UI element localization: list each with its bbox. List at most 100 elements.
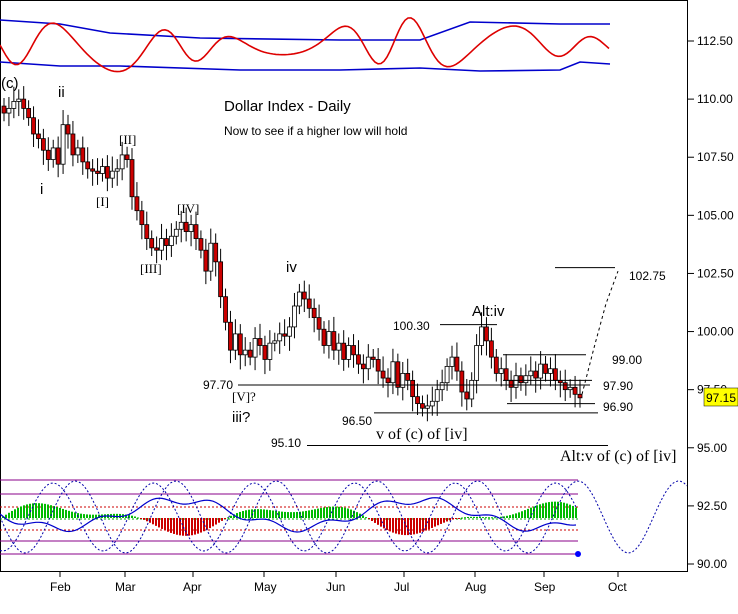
histogram-bar (389, 518, 391, 532)
x-tick-label: Oct (608, 580, 627, 594)
bottom-cycle-panel (0, 479, 688, 557)
histogram-bar (374, 518, 376, 523)
histogram-bar (470, 516, 472, 518)
histogram-bar (431, 518, 433, 528)
candle-body (346, 345, 352, 360)
candle-body (31, 117, 36, 135)
histogram-bar (518, 512, 520, 518)
histogram-bar (170, 518, 172, 533)
histogram-bar (254, 509, 256, 518)
candle-body (503, 368, 509, 381)
histogram-bar (167, 518, 169, 532)
candle-body (454, 356, 460, 372)
x-tick-label: Aug (465, 580, 486, 594)
histogram-bar (464, 517, 466, 519)
candle-body (60, 124, 66, 165)
x-tick-label: Jul (394, 580, 409, 594)
histogram-bar (152, 518, 154, 525)
candle-body (223, 296, 228, 323)
histogram-bar (365, 517, 367, 519)
histogram-bar (539, 504, 541, 518)
histogram-bar (461, 517, 463, 519)
candle-body (365, 356, 371, 370)
candle-body (55, 147, 61, 165)
candle-body (331, 331, 337, 351)
wave-label-alt-iv: Alt:iv (472, 303, 505, 320)
histogram-bar (95, 514, 97, 518)
candle-body (144, 224, 150, 239)
histogram-bar (329, 506, 331, 518)
histogram-bar (179, 518, 181, 536)
candle-body (469, 379, 475, 400)
histogram-bar (278, 511, 280, 518)
histogram-bar (149, 518, 151, 523)
candle-body (341, 342, 347, 360)
histogram-bar (116, 513, 118, 518)
level-label-95-10: 95.10 (271, 436, 301, 450)
histogram-bar (26, 504, 28, 518)
histogram-bar (398, 518, 400, 535)
price-candles (1, 86, 583, 422)
histogram-bar (491, 517, 493, 519)
histogram-bar (548, 502, 550, 518)
histogram-bar (290, 512, 292, 518)
histogram-bar (164, 518, 166, 531)
candle-body (449, 356, 455, 367)
histogram-bar (356, 512, 358, 518)
candle-body (75, 147, 81, 156)
histogram-bar (59, 507, 61, 518)
candle-body (528, 370, 534, 377)
upper-band (0, 19, 610, 41)
candle-body (543, 363, 548, 374)
histogram-bar (542, 503, 544, 518)
histogram-bar (209, 518, 211, 529)
candle-body (149, 238, 155, 249)
histogram-bar (89, 514, 91, 518)
histogram-bar (227, 517, 229, 519)
histogram-bar (401, 518, 403, 535)
histogram-bar (521, 511, 523, 518)
histogram-bar (146, 518, 148, 522)
histogram-bar (350, 509, 352, 518)
histogram-bar (86, 514, 88, 518)
histogram-bar (137, 517, 139, 519)
histogram-bar (143, 518, 145, 520)
cycle-wave-secondary (0, 482, 577, 552)
candle-body (415, 396, 420, 405)
histogram-bar (317, 508, 319, 518)
histogram-bar (230, 515, 232, 518)
candle-body (11, 101, 17, 109)
histogram-bar (242, 511, 244, 518)
histogram-bar (23, 505, 25, 518)
histogram-bar (437, 518, 439, 526)
candle-body (252, 338, 258, 358)
histogram-bar (272, 510, 274, 518)
histogram-bar (281, 511, 283, 518)
histogram-bar (212, 518, 214, 527)
candle-body (85, 161, 91, 170)
candle-body (193, 224, 199, 239)
candle-body (247, 349, 253, 358)
candle-body (80, 147, 86, 163)
candle-body (533, 370, 539, 379)
candle-body (267, 342, 273, 360)
histogram-bar (35, 503, 37, 518)
histogram-bar (71, 511, 73, 518)
candle-body (70, 133, 76, 156)
candle-body (375, 359, 381, 372)
histogram-bar (248, 509, 250, 518)
histogram-bar (566, 503, 568, 518)
candle-body (16, 98, 22, 102)
candle-body (90, 168, 96, 172)
y-tick-label: 102.50 (697, 266, 734, 280)
histogram-bar (257, 509, 259, 518)
candle-body (351, 345, 356, 356)
histogram-bar (41, 503, 43, 518)
candle-body (188, 224, 194, 233)
histogram-bar (308, 510, 310, 518)
y-tick-label: 105.00 (697, 208, 734, 222)
histogram-bar (452, 518, 454, 520)
histogram-bar (332, 506, 334, 518)
wave-label-III: [III] (140, 261, 162, 276)
